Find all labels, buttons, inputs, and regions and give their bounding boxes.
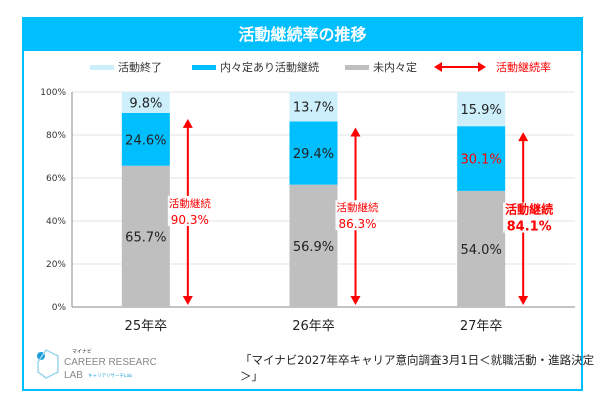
legend-swatch [192, 64, 216, 70]
double-arrow-icon [434, 62, 486, 72]
legend-swatch [90, 64, 114, 70]
y-tick-label: 100% [40, 88, 66, 98]
data-label: 15.9% [461, 103, 502, 118]
data-label: 9.8% [129, 96, 162, 111]
legend-item-finished: 活動終了 [90, 59, 162, 75]
bar-segment [121, 112, 170, 166]
y-tick-label: 0% [52, 303, 67, 313]
legend-label: 未内々定 [373, 61, 417, 74]
arrow-head-down [182, 296, 193, 305]
y-tick-label: 60% [46, 174, 66, 184]
x-tick-label: 26年卒 [292, 319, 335, 334]
bar-segment [121, 165, 170, 307]
legend-item-rate: 活動継続率 [434, 59, 551, 75]
data-label: 24.6% [125, 133, 166, 148]
rate-label-title: 活動継続 [505, 202, 553, 217]
source-note: 「マイナビ2027年卒キャリア意向調査3月1日＜就職活動・進路決定＞」 [240, 353, 595, 383]
data-label: 30.1% [461, 153, 502, 168]
rate-label-value: 90.3% [171, 213, 209, 227]
arrow-head-up [182, 118, 193, 128]
data-label: 56.9% [293, 240, 334, 255]
arrow-head-up [518, 132, 529, 142]
x-tick-label: 25年卒 [125, 319, 168, 334]
rate-label-bg [503, 202, 544, 233]
bar-segment [121, 91, 170, 113]
y-tick-label: 80% [46, 131, 66, 141]
rate-label-value: 86.3% [338, 217, 376, 231]
data-label: 13.7% [293, 101, 334, 116]
chart-title: 活動継続率の推移 [24, 19, 581, 51]
bar-segment [457, 126, 506, 191]
y-tick-label: 40% [46, 217, 66, 227]
arrow-head-up [350, 127, 361, 137]
rate-label-value: 84.1% [507, 220, 552, 235]
arrow-head-down [518, 296, 529, 305]
legend-label: 内々定あり活動継続 [220, 61, 319, 74]
data-label: 54.0% [461, 243, 502, 258]
bar-segment [289, 184, 338, 307]
rate-label-title: 活動継続 [169, 197, 211, 210]
svg-text:LAB: LAB [64, 370, 83, 381]
legend-label: 活動終了 [118, 61, 162, 74]
svg-text:マイナビ: マイナビ [72, 348, 92, 355]
svg-text:キャリアリサーチLab: キャリアリサーチLab [88, 373, 132, 379]
legend-item-offer-continuing: 内々定あり活動継続 [192, 59, 319, 75]
bar-segment [289, 92, 338, 122]
rate-label-bg [167, 195, 208, 226]
career-research-lab-logo: マイナビ CAREER RESEARCH LAB キャリアリサーチLab [37, 348, 156, 381]
data-label: 65.7% [125, 230, 166, 245]
bar-segment [457, 190, 506, 307]
legend-label: 活動継続率 [496, 61, 551, 74]
rate-label-bg [335, 200, 376, 231]
svg-text:CAREER RESEARCH: CAREER RESEARCH [64, 357, 156, 368]
legend-swatch [345, 64, 369, 70]
x-tick-label: 27年卒 [460, 319, 503, 334]
y-tick-label: 20% [46, 260, 66, 270]
data-label: 29.4% [293, 147, 334, 162]
rate-label-title: 活動継続 [337, 201, 379, 214]
arrow-head-down [350, 296, 361, 305]
legend-item-no-offer: 未内々定 [345, 59, 417, 75]
bar-segment [457, 92, 506, 127]
bar-segment [289, 121, 338, 185]
